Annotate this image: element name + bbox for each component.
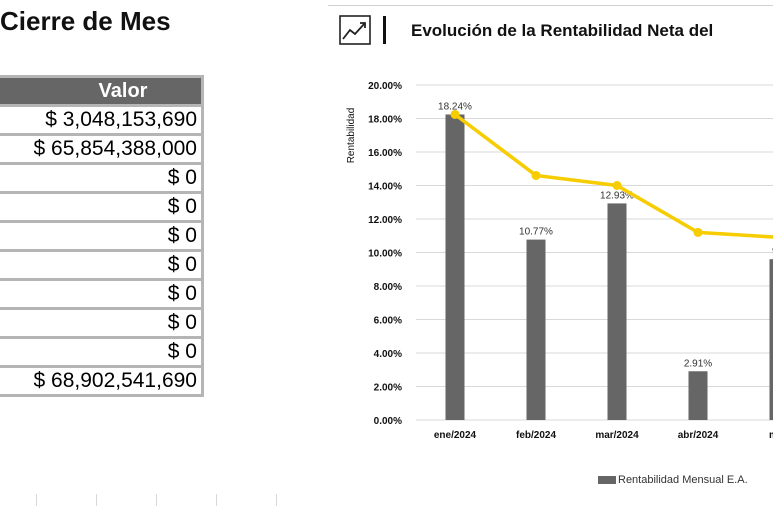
bar <box>526 239 546 420</box>
data-label: 18.24% <box>438 101 472 112</box>
value-cell: $ 65,854,388,000 <box>0 134 203 165</box>
bar <box>688 371 708 420</box>
table-row: $ 0 <box>0 250 203 281</box>
y-axis-label: Rentabilidad <box>346 108 357 164</box>
legend-label: Rentabilidad Mensual E.A. <box>618 474 748 486</box>
y-tick-label: 10.00% <box>368 249 402 260</box>
value-cell: $ 0 <box>0 192 203 223</box>
line-point <box>531 170 541 180</box>
value-cell: $ 0 <box>0 279 203 310</box>
legend-swatch <box>598 476 616 484</box>
value-cell: $ 0 <box>0 308 203 339</box>
table-row: $ 65,854,388,000 <box>0 134 203 165</box>
bar <box>607 203 627 420</box>
chart-top-rule <box>328 5 773 6</box>
table-row: $ 0 <box>0 192 203 223</box>
table-row: $ 0 <box>0 337 203 368</box>
values-table: Valor $ 3,048,153,690 $ 65,854,388,000 $… <box>0 75 204 397</box>
y-tick-label: 4.00% <box>374 349 402 360</box>
line-point <box>693 227 703 237</box>
y-tick-label: 12.00% <box>368 215 402 226</box>
panel-title: Cierre de Mes <box>0 6 171 36</box>
trend-line-icon <box>339 15 371 45</box>
table-row: $ 0 <box>0 221 203 252</box>
total-value-cell: $ 68,902,541,690 <box>0 366 203 396</box>
table-row: $ 0 <box>0 279 203 310</box>
y-tick-label: 6.00% <box>374 316 402 327</box>
value-cell: $ 0 <box>0 337 203 368</box>
data-label: 2.91% <box>684 358 712 369</box>
data-label: 10.77% <box>519 227 553 238</box>
x-tick-label: mar/2024 <box>595 430 639 441</box>
title-separator <box>383 16 386 44</box>
table-row-total: $ 68,902,541,690 <box>0 366 203 396</box>
x-tick-label: may <box>769 430 773 441</box>
y-tick-label: 20.00% <box>368 81 402 92</box>
y-tick-label: 16.00% <box>368 148 402 159</box>
table-row: $ 3,048,153,690 <box>0 105 203 136</box>
y-tick-label: 2.00% <box>374 383 402 394</box>
x-tick-label: feb/2024 <box>516 430 556 441</box>
bar <box>445 114 465 421</box>
bottom-divider-ticks <box>0 494 280 506</box>
x-tick-label: abr/2024 <box>678 430 719 441</box>
chart-title: Evolución de la Rentabilidad Neta del <box>411 21 714 40</box>
chart-plot: 0.00% 2.00% 4.00% 6.00% 8.00% 10.00% 12.00% 14.… <box>346 81 773 441</box>
bar <box>769 259 773 420</box>
x-tick-label: ene/2024 <box>434 430 477 441</box>
value-cell: $ 0 <box>0 163 203 194</box>
table-row: $ 0 <box>0 308 203 339</box>
value-cell: $ 3,048,153,690 <box>0 105 203 136</box>
y-tick-label: 8.00% <box>374 282 402 293</box>
value-cell: $ 0 <box>0 250 203 281</box>
chart-legend: Rentabilidad Mensual E.A. <box>598 474 748 486</box>
line-point <box>612 181 622 190</box>
y-tick-label: 18.00% <box>368 115 402 126</box>
value-cell: $ 0 <box>0 221 203 252</box>
column-header-valor: Valor <box>0 76 203 107</box>
table-row: $ 0 <box>0 163 203 194</box>
line-point <box>450 109 460 119</box>
y-tick-label: 0.00% <box>374 416 402 427</box>
data-label: 12.93% <box>600 190 634 201</box>
y-tick-label: 14.00% <box>368 182 402 193</box>
